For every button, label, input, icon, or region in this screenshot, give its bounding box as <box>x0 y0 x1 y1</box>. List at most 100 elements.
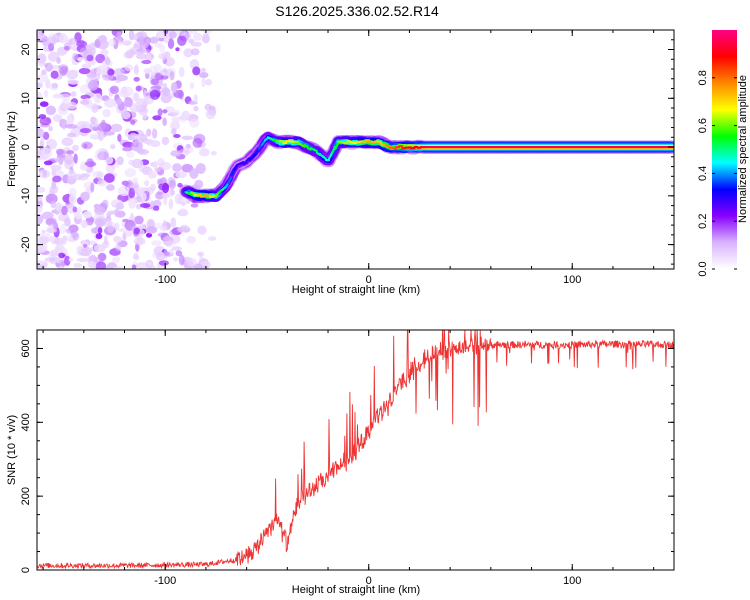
noise-blob <box>142 111 148 120</box>
spectrogram-noise <box>37 30 221 269</box>
noise-blob <box>163 195 168 206</box>
snr-frame <box>36 329 675 571</box>
noise-blob <box>192 137 203 148</box>
noise-blob <box>149 89 160 101</box>
noise-blob <box>55 148 64 155</box>
noise-blob <box>173 257 179 262</box>
noise-blob <box>114 222 120 231</box>
noise-blob <box>191 48 200 56</box>
noise-blob <box>193 94 198 103</box>
noise-blob <box>159 225 168 232</box>
noise-blob <box>112 256 121 264</box>
noise-blob <box>189 82 195 89</box>
noise-blob <box>110 144 116 150</box>
noise-blob <box>208 236 217 241</box>
colorbar-label: Normalized spectral amplitude <box>737 75 749 223</box>
noise-blob <box>128 30 135 41</box>
y-tick-label: 200 <box>20 487 32 505</box>
noise-blob <box>189 118 200 128</box>
noise-blob <box>44 257 56 262</box>
noise-blob <box>41 147 53 159</box>
noise-blob <box>126 49 135 59</box>
spectrogram-ylabel: Frequency (Hz) <box>6 111 18 187</box>
noise-blob <box>128 187 136 199</box>
noise-blob <box>97 227 103 234</box>
colorbar: 0.0 0.2 0.4 0.6 0.8 Normalized spectral ampl… <box>697 30 749 277</box>
noise-blob <box>183 48 194 58</box>
noise-blob <box>173 134 181 138</box>
noise-blob <box>152 115 162 121</box>
noise-blob <box>122 141 134 149</box>
noise-blob <box>177 182 183 188</box>
noise-blob <box>108 38 116 47</box>
noise-blob <box>97 179 108 187</box>
ridge-segment <box>263 136 270 142</box>
noise-blob <box>124 168 137 178</box>
noise-blob <box>145 232 153 238</box>
noise-blob <box>120 111 131 120</box>
noise-blob <box>131 133 143 140</box>
noise-blob <box>39 117 52 126</box>
noise-blob <box>136 148 145 154</box>
noise-blob <box>122 40 132 46</box>
noise-blob <box>87 44 93 50</box>
noise-blob <box>146 128 152 137</box>
noise-blob <box>133 254 140 261</box>
noise-blob <box>45 228 58 234</box>
noise-blob <box>149 36 159 44</box>
noise-blob <box>78 67 91 75</box>
ridge-segment <box>334 142 340 151</box>
noise-blob <box>116 31 122 39</box>
snr-panel: -100 0 100 0 200 400 600 Height of straight li… <box>6 329 675 596</box>
noise-blob <box>197 225 207 235</box>
noise-blob <box>124 97 133 108</box>
noise-blob <box>81 63 92 69</box>
x-tick-label: -100 <box>154 575 176 587</box>
noise-blob <box>178 66 185 78</box>
ridge-segment <box>376 140 382 144</box>
colorbar-tick-label: 0.8 <box>697 70 709 85</box>
noise-blob <box>163 36 170 44</box>
noise-blob <box>198 147 210 157</box>
noise-blob <box>164 236 173 241</box>
noise-blob <box>192 66 201 76</box>
noise-blob <box>89 264 97 268</box>
ridge-segment <box>190 191 196 196</box>
ridge-segment <box>245 156 251 162</box>
spectrogram-xlabel: Height of straight line (km) <box>292 284 420 296</box>
noise-blob <box>95 53 106 64</box>
noise-blob <box>75 213 83 220</box>
noise-blob <box>158 79 164 87</box>
chart-title: S126.2025.336.02.52.R14 <box>275 3 439 19</box>
noise-blob <box>88 240 97 246</box>
noise-blob <box>48 42 55 52</box>
noise-blob <box>82 243 88 248</box>
noise-blob <box>73 153 78 164</box>
noise-blob <box>72 206 78 213</box>
noise-blob <box>115 243 122 252</box>
noise-blob <box>152 161 158 170</box>
noise-blob <box>117 133 122 142</box>
noise-blob <box>133 76 140 82</box>
noise-blob <box>93 93 102 104</box>
noise-blob <box>124 64 134 72</box>
noise-blob <box>61 119 67 130</box>
ridge-segment <box>239 161 245 165</box>
noise-blob <box>58 265 64 269</box>
noise-blob <box>130 119 136 126</box>
noise-blob <box>37 82 43 89</box>
noise-blob <box>50 200 57 209</box>
noise-blob <box>205 79 213 86</box>
noise-blob <box>103 130 115 136</box>
noise-blob <box>160 93 172 104</box>
noise-blob <box>142 41 149 49</box>
noise-blob <box>117 185 130 197</box>
noise-blob <box>39 101 49 107</box>
noise-blob <box>210 151 217 156</box>
noise-blob <box>151 128 158 139</box>
noise-blob <box>150 78 159 86</box>
noise-blob <box>195 163 206 174</box>
noise-blob <box>185 143 191 149</box>
